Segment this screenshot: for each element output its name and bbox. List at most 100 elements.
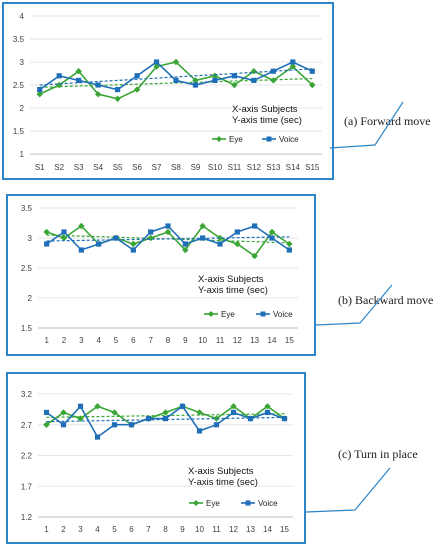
data-point-voice	[113, 235, 119, 241]
data-point-voice	[165, 223, 171, 229]
data-point-voice	[252, 223, 258, 229]
data-point-voice	[251, 77, 257, 83]
data-point-voice	[145, 416, 152, 422]
axis-note-line: Y-axis time (sec)	[188, 477, 258, 488]
axis-note-line: Y-axis time (sec)	[198, 285, 268, 296]
axis-note-line: X-axis Subjects	[232, 104, 298, 115]
legend-label-eye: Eye	[206, 499, 220, 508]
x-tick-label: 13	[250, 336, 259, 345]
callout-line-turn	[305, 467, 391, 513]
y-tick-label: 1.2	[21, 513, 33, 522]
data-point-voice	[76, 77, 82, 83]
y-tick-label: 2.5	[13, 81, 25, 90]
data-point-voice	[281, 416, 288, 422]
data-point-voice	[309, 68, 315, 74]
y-tick-label: 2	[28, 294, 33, 303]
data-point-voice	[270, 68, 276, 74]
data-point-eye	[94, 91, 102, 98]
data-point-voice	[94, 434, 101, 440]
x-tick-label: 8	[163, 525, 168, 534]
data-point-voice	[247, 416, 254, 422]
data-point-eye	[130, 240, 137, 248]
data-point-eye	[43, 421, 50, 428]
chart-backward: 1.522.533.51 2 3 4 5 6 7 8 9 10 11 12 13 14 15X-axis S…	[21, 204, 298, 345]
data-point-voice	[78, 247, 84, 253]
legend-marker-voice	[260, 311, 266, 317]
chart-forward: 1 1.5 2 2.5 3 3.5 4 S1 S2 S3 S4 S5 S6 S7 S8 S9 S10 S11 S12…	[13, 12, 322, 172]
data-point-eye	[270, 77, 277, 84]
data-point-voice	[134, 73, 140, 79]
data-point-voice	[290, 59, 296, 65]
data-point-eye	[94, 403, 101, 410]
data-point-eye	[230, 403, 237, 410]
y-tick-label: 4	[20, 12, 25, 21]
x-tick-label: S14	[286, 163, 301, 172]
caption-forward: (a) Forward move	[344, 114, 431, 128]
data-point-voice	[217, 241, 223, 247]
data-point-eye	[162, 409, 169, 416]
data-point-voice	[43, 409, 50, 416]
data-point-voice	[173, 77, 179, 83]
x-tick-label: 6	[131, 336, 136, 345]
data-point-eye	[114, 95, 121, 102]
x-tick-label: 3	[78, 525, 83, 534]
chart-panel-turn: 1.2 1.7 2.2 2.7 3.2 1 2 3 4 5 6 7 8 9 10 11 12 13 14 15 X-ax…	[6, 372, 306, 544]
y-tick-label: 2.7	[21, 421, 33, 430]
x-tick-label: S8	[171, 163, 181, 172]
x-tick-label: 10	[195, 525, 204, 534]
data-point-eye	[147, 234, 154, 242]
x-tick-label: S1	[35, 163, 45, 172]
x-tick-label: 4	[96, 336, 101, 345]
data-point-voice	[264, 409, 271, 416]
y-tick-label: 1.5	[21, 324, 33, 333]
data-point-eye	[196, 409, 203, 416]
data-point-eye	[153, 63, 160, 70]
legend-marker-voice	[266, 136, 272, 142]
data-point-eye	[164, 228, 172, 236]
legend-marker-eye	[216, 136, 222, 142]
x-tick-label: S2	[54, 163, 64, 172]
data-point-voice	[148, 229, 154, 235]
y-tick-label: 1	[20, 150, 25, 159]
x-tick-label: 1	[44, 336, 49, 345]
data-point-voice	[115, 87, 121, 93]
data-point-voice	[77, 403, 84, 409]
y-tick-label: 2	[20, 104, 25, 113]
data-point-voice	[111, 422, 118, 428]
data-point-voice	[130, 247, 136, 253]
chart-panel-forward: 1 1.5 2 2.5 3 3.5 4 S1 S2 S3 S4 S5 S6 S7 S8 S9 S10 S11 S12…	[2, 2, 334, 180]
data-point-voice	[286, 247, 292, 253]
x-tick-label: 11	[212, 525, 221, 534]
chart-panel-backward: 1.5 2 2.5 3 3.5 1 2 3 4 5 6 7 8 9 10 11 12 13 14 15 X-axis S…	[6, 194, 316, 356]
legend-label-eye: Eye	[229, 135, 243, 144]
data-point-eye	[75, 68, 82, 75]
data-point-voice	[179, 403, 186, 409]
trendline-voice	[46, 236, 290, 242]
x-tick-label: 15	[285, 336, 294, 345]
data-point-voice	[212, 77, 218, 83]
x-tick-label: 12	[233, 336, 242, 345]
data-point-eye	[133, 86, 141, 93]
caption-backward: (b) Backward move	[338, 293, 434, 307]
y-tick-label: 2.2	[21, 452, 33, 461]
legend-label-eye: Eye	[221, 310, 235, 319]
x-tick-label: 2	[61, 525, 66, 534]
data-point-voice	[200, 235, 206, 241]
x-tick-label: 15	[280, 525, 289, 534]
y-tick-label: 1.5	[13, 127, 25, 136]
data-point-voice	[95, 82, 101, 88]
x-tick-label: S11	[228, 163, 242, 172]
x-tick-label: 3	[79, 336, 84, 345]
data-point-eye	[77, 415, 84, 422]
x-tick-label: S10	[208, 163, 223, 172]
x-tick-label: 14	[268, 336, 277, 345]
x-tick-label: 7	[148, 336, 153, 345]
x-tick-label: S5	[113, 163, 123, 172]
axis-note-line: X-axis Subjects	[188, 466, 254, 477]
legend-label-voice: Voice	[279, 135, 299, 144]
axis-note-line: X-axis Subjects	[198, 274, 264, 285]
axis-note-line: Y-axis time (sec)	[232, 115, 302, 126]
data-point-voice	[96, 241, 102, 247]
data-point-eye	[264, 403, 271, 410]
legend-label-voice: Voice	[273, 310, 293, 319]
